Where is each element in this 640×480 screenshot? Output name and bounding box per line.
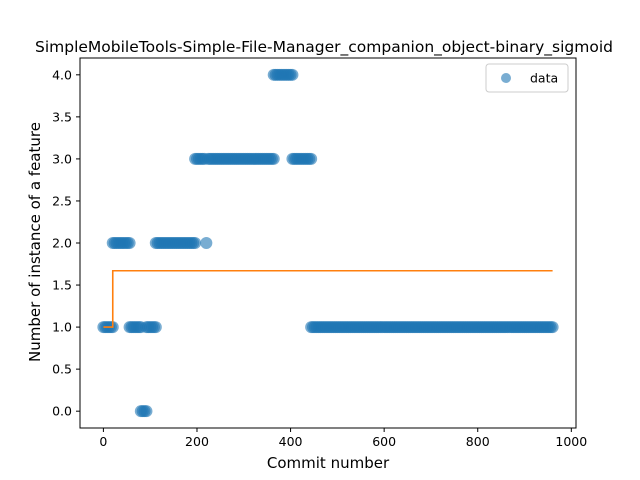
x-axis: 0 200 400 600 800 1000 [99, 428, 587, 449]
chart-title: SimpleMobileTools-Simple-File-Manager_co… [35, 38, 613, 57]
x-tick-label: 1000 [555, 434, 587, 449]
data-point [267, 152, 280, 165]
data-point [189, 237, 202, 249]
y-tick-label: 2.0 [52, 236, 72, 251]
legend-box [485, 63, 569, 93]
data-point [305, 152, 318, 165]
y-axis: 0.0 0.5 1.0 1.5 2.0 2.5 3.0 3.5 4.0 [52, 67, 80, 419]
y-tick-label: 3.5 [52, 109, 72, 124]
data-point [200, 237, 213, 249]
y-tick-label: 4.0 [52, 67, 72, 82]
data-point [286, 68, 299, 81]
legend-marker [501, 73, 511, 83]
legend: data [485, 63, 569, 93]
y-tick-label: 1.0 [52, 320, 72, 335]
x-tick-label: 200 [185, 434, 209, 449]
y-axis-label: Number of instance of a feature [26, 122, 44, 362]
x-tick-label: 400 [279, 434, 303, 449]
y-tick-label: 0.0 [52, 404, 72, 419]
fit-series [103, 269, 553, 328]
data-point [546, 321, 559, 334]
x-axis-label: Commit number [267, 454, 390, 472]
y-tick-label: 2.5 [52, 193, 72, 208]
fit-line [103, 269, 553, 328]
data-series [97, 68, 559, 418]
x-tick-label: 800 [466, 434, 490, 449]
data-point [149, 321, 162, 334]
y-tick-label: 0.5 [52, 362, 72, 377]
data-point [140, 405, 153, 418]
x-tick-label: 0 [99, 434, 107, 449]
y-tick-label: 1.5 [52, 278, 72, 293]
legend-label: data [530, 71, 558, 86]
y-tick-label: 3.0 [52, 151, 72, 166]
x-tick-label: 600 [372, 434, 396, 449]
data-point [123, 237, 136, 249]
